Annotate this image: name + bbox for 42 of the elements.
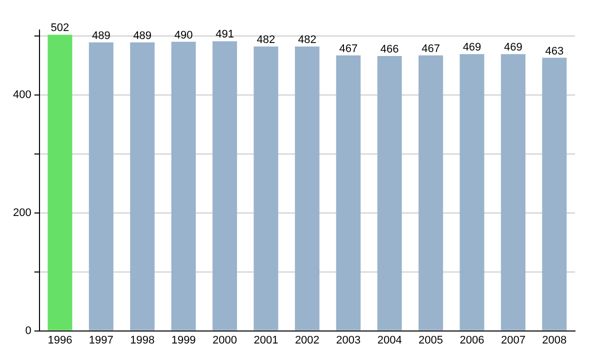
data-label: 489 (133, 30, 152, 42)
bar (500, 54, 526, 330)
bar (294, 46, 320, 330)
bar (212, 41, 238, 330)
data-label: 489 (92, 30, 110, 42)
data-label: 463 (545, 45, 564, 58)
data-label: 482 (256, 34, 276, 46)
x-tick-label: 2005 (418, 334, 444, 346)
x-tick-label: 1999 (171, 334, 196, 346)
x-tick-label: 2006 (460, 334, 484, 346)
x-tick-label: 1998 (130, 334, 155, 346)
x-tick-label: 2000 (212, 334, 238, 346)
bar (254, 46, 278, 330)
bar (88, 42, 114, 330)
bar (48, 34, 72, 330)
data-label: 490 (174, 29, 193, 42)
data-label: 467 (422, 42, 440, 55)
data-label: 469 (504, 42, 522, 54)
y-tick-label: 0 (25, 324, 32, 337)
data-label: 469 (462, 42, 482, 54)
data-label: 491 (216, 28, 234, 41)
bar (418, 55, 444, 330)
y-tick-label: 400 (12, 88, 32, 101)
x-tick-label: 2001 (254, 334, 278, 346)
x-tick-label: 2002 (294, 334, 320, 346)
bar (460, 54, 484, 330)
bar (336, 55, 361, 330)
bar (130, 42, 155, 330)
x-tick-label: 2003 (336, 334, 361, 346)
x-tick-label: 2007 (500, 334, 526, 346)
x-tick-label: 1996 (48, 334, 72, 346)
x-tick-label: 2004 (377, 334, 402, 346)
bar (542, 58, 567, 330)
x-tick-label: 1997 (88, 334, 114, 346)
bar (171, 42, 196, 330)
x-tick-label: 2008 (542, 334, 567, 346)
data-label: 466 (380, 43, 399, 56)
data-label: 467 (339, 42, 358, 55)
bar (377, 56, 402, 330)
data-label: 482 (298, 34, 316, 46)
data-label: 502 (50, 22, 70, 34)
y-tick-label: 200 (12, 206, 32, 219)
